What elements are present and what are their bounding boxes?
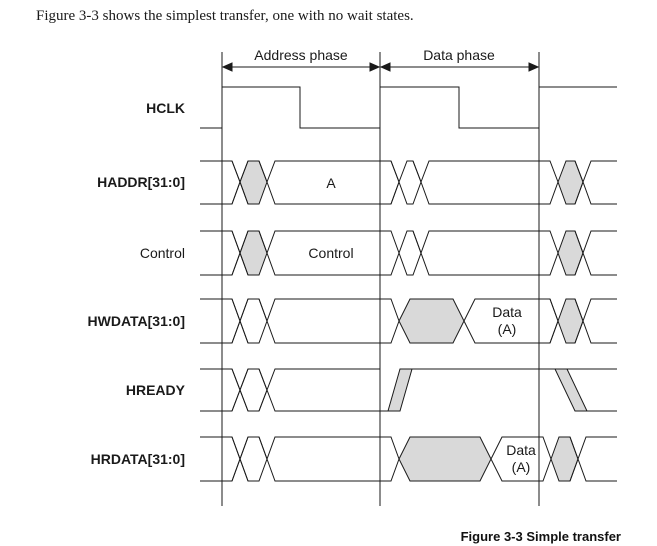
hwdata-value-line1: Data bbox=[492, 304, 522, 320]
control-value-label: Control bbox=[308, 245, 353, 261]
control-label: Control bbox=[140, 245, 185, 261]
figure-caption: Figure 3-3 Simple transfer bbox=[460, 529, 621, 544]
hready-waveform bbox=[200, 368, 617, 412]
hclk-waveform bbox=[200, 86, 617, 129]
data-phase-arrow bbox=[379, 62, 540, 72]
hwdata-label: HWDATA[31:0] bbox=[88, 313, 185, 329]
haddr-label: HADDR[31:0] bbox=[97, 174, 185, 190]
hrdata-waveform bbox=[200, 436, 617, 482]
hclk-label: HCLK bbox=[146, 100, 185, 116]
hwdata-waveform bbox=[200, 298, 617, 344]
address-phase-arrow bbox=[221, 62, 381, 72]
haddr-waveform bbox=[200, 160, 617, 205]
haddr-value-label: A bbox=[326, 175, 336, 191]
hrdata-value-line1: Data bbox=[506, 442, 536, 458]
hrdata-label: HRDATA[31:0] bbox=[91, 451, 185, 467]
hrdata-value-line2: (A) bbox=[512, 459, 531, 475]
data-phase-label: Data phase bbox=[423, 47, 495, 63]
hready-label: HREADY bbox=[126, 382, 186, 398]
intro-text: Figure 3-3 shows the simplest transfer, … bbox=[36, 8, 414, 24]
address-phase-label: Address phase bbox=[254, 47, 348, 63]
control-waveform bbox=[200, 230, 617, 276]
hwdata-value-line2: (A) bbox=[498, 321, 517, 337]
